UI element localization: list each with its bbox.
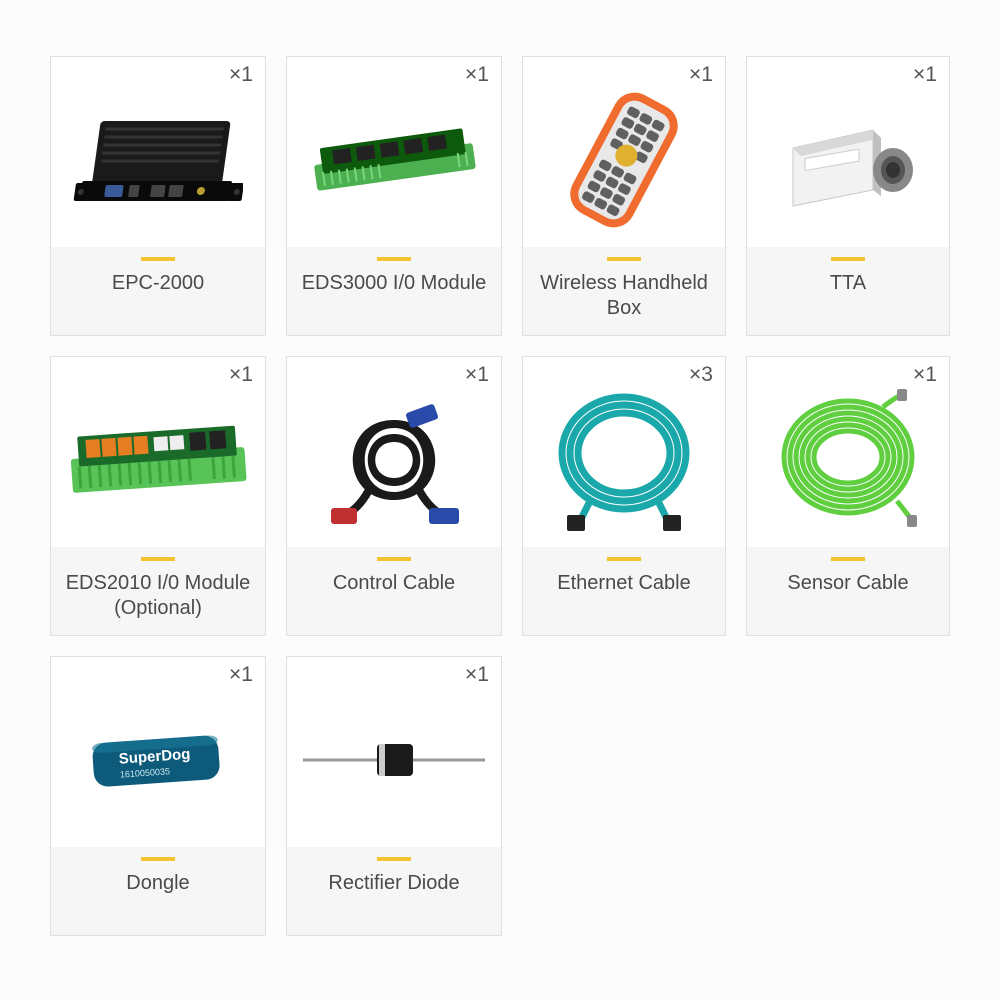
- quantity-badge: ×1: [913, 63, 937, 87]
- diode-icon: [299, 730, 489, 790]
- handheld-icon: [554, 85, 694, 235]
- accent-bar: [377, 857, 411, 861]
- product-card: ×1: [522, 56, 726, 336]
- product-card: ×1 TTA: [746, 56, 950, 336]
- product-card: ×1: [50, 56, 266, 336]
- product-grid: ×1: [50, 56, 950, 936]
- eds2010-icon: [63, 405, 253, 515]
- product-card: ×1 SuperDog 1610050035 Dongle: [50, 656, 266, 936]
- quantity-badge: ×1: [229, 663, 253, 687]
- quantity-badge: ×1: [913, 363, 937, 387]
- product-label: Control Cable: [333, 571, 455, 596]
- product-label-area: Control Cable: [287, 547, 501, 635]
- product-label-area: TTA: [747, 247, 949, 335]
- product-label: EPC-2000: [112, 271, 204, 296]
- accent-bar: [141, 857, 175, 861]
- product-label: Sensor Cable: [787, 571, 908, 596]
- sensor-cable-icon: [763, 385, 933, 535]
- product-label-area: EDS3000 I/0 Module: [287, 247, 501, 335]
- ethernet-cable-icon: [539, 385, 709, 535]
- eds3000-icon: [304, 110, 484, 210]
- product-card: ×3 Ethernet Cable: [522, 356, 726, 636]
- product-label-area: EDS2010 I/0 Module (Optional): [51, 547, 265, 635]
- tta-icon: [763, 100, 933, 220]
- product-label-area: Dongle: [51, 847, 265, 935]
- product-label-area: Sensor Cable: [747, 547, 949, 635]
- accent-bar: [831, 257, 865, 261]
- accent-bar: [831, 557, 865, 561]
- product-label-area: Wireless Handheld Box: [523, 247, 725, 335]
- product-label-area: Ethernet Cable: [523, 547, 725, 635]
- quantity-badge: ×1: [465, 363, 489, 387]
- quantity-badge: ×1: [465, 63, 489, 87]
- product-label: Dongle: [126, 871, 189, 896]
- product-card: ×1 Sensor Cable: [746, 356, 950, 636]
- accent-bar: [607, 557, 641, 561]
- product-label: EDS3000 I/0 Module: [302, 271, 487, 296]
- quantity-badge: ×1: [465, 663, 489, 687]
- epc2000-icon: [73, 105, 243, 215]
- product-label-area: Rectifier Diode: [287, 847, 501, 935]
- product-label-area: EPC-2000: [51, 247, 265, 335]
- accent-bar: [377, 557, 411, 561]
- accent-bar: [607, 257, 641, 261]
- accent-bar: [141, 557, 175, 561]
- product-label: Ethernet Cable: [557, 571, 690, 596]
- product-card: ×1: [50, 356, 266, 636]
- control-cable-icon: [309, 390, 479, 530]
- quantity-badge: ×3: [689, 363, 713, 387]
- product-card: ×1: [286, 56, 502, 336]
- dongle-icon: SuperDog 1610050035: [73, 715, 243, 805]
- product-label: TTA: [830, 271, 866, 296]
- quantity-badge: ×1: [689, 63, 713, 87]
- product-card: ×1 Rectifier Diode: [286, 656, 502, 936]
- product-card: ×1 Control Cable: [286, 356, 502, 636]
- accent-bar: [141, 257, 175, 261]
- quantity-badge: ×1: [229, 363, 253, 387]
- product-label: Wireless Handheld Box: [531, 271, 717, 321]
- quantity-badge: ×1: [229, 63, 253, 87]
- product-label: Rectifier Diode: [328, 871, 459, 896]
- product-label: EDS2010 I/0 Module (Optional): [59, 571, 257, 621]
- accent-bar: [377, 257, 411, 261]
